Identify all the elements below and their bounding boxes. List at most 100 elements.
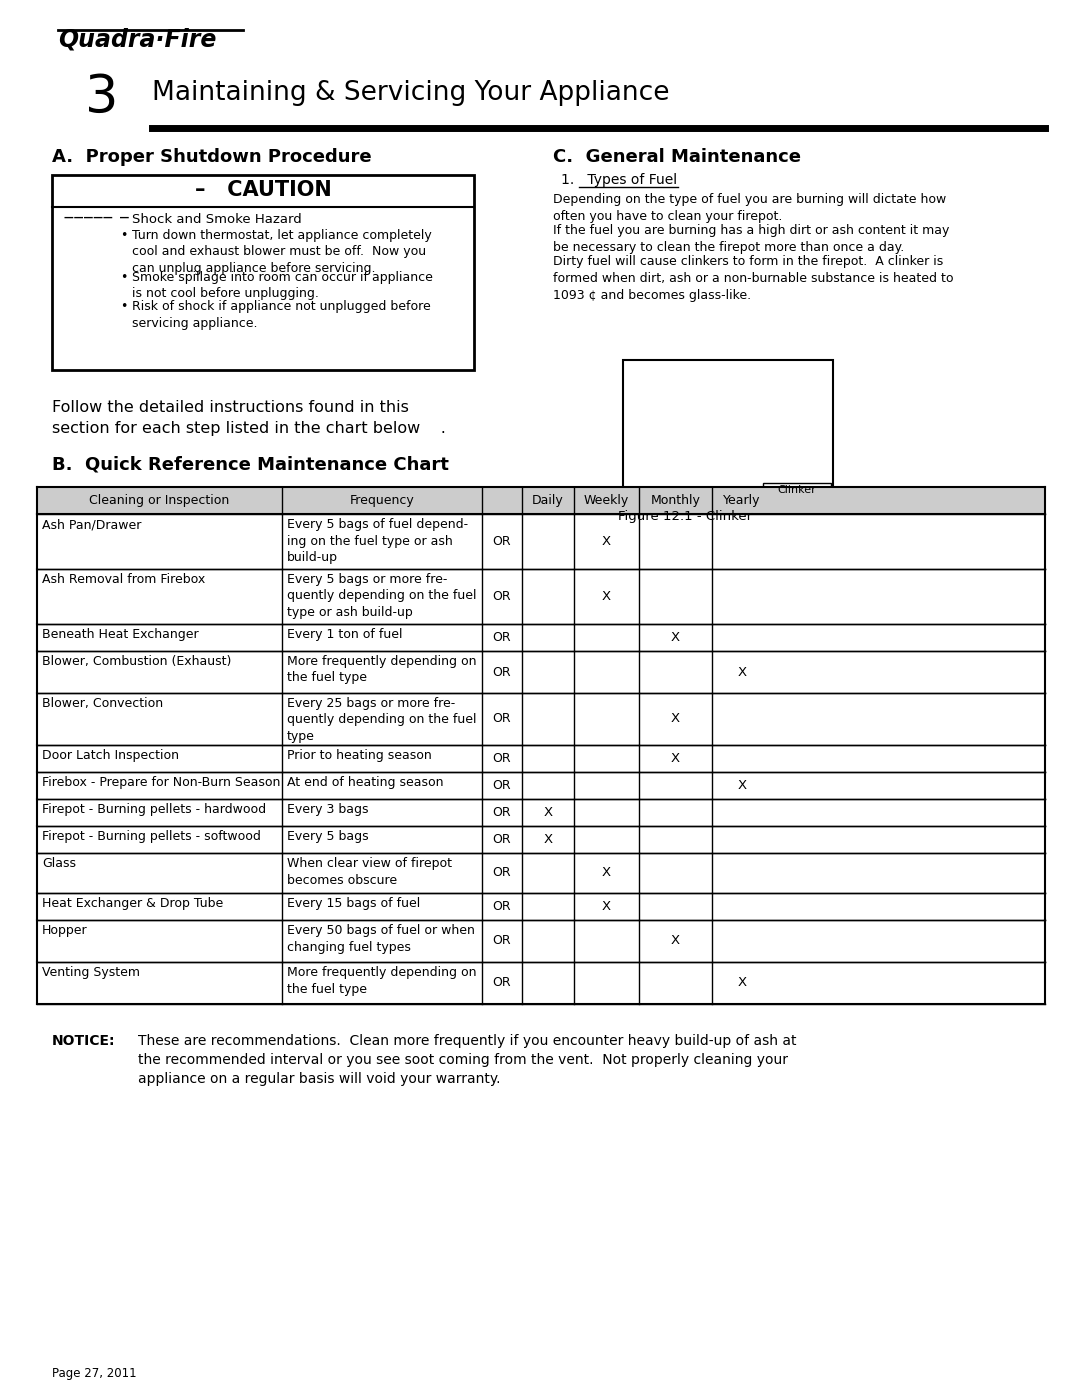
Bar <box>37 921 1045 963</box>
Text: OR: OR <box>492 833 511 847</box>
Text: Cleaning or Inspection: Cleaning or Inspection <box>90 495 230 507</box>
Bar <box>37 799 1045 826</box>
Text: If the fuel you are burning has a high dirt or ash content it may
be necessary t: If the fuel you are burning has a high d… <box>553 224 949 254</box>
Text: —————  —: ————— — <box>64 212 130 224</box>
Text: Every 3 bags: Every 3 bags <box>287 803 368 816</box>
Text: OR: OR <box>492 752 511 766</box>
Text: OR: OR <box>492 631 511 644</box>
Bar <box>37 488 1045 514</box>
Text: OR: OR <box>492 665 511 679</box>
Text: OR: OR <box>492 712 511 725</box>
Text: Yearly: Yearly <box>724 495 760 507</box>
Text: Depending on the type of fuel you are burning will dictate how
often you have to: Depending on the type of fuel you are bu… <box>553 193 946 224</box>
Text: Frequency: Frequency <box>350 495 415 507</box>
Text: Hopper: Hopper <box>42 923 87 937</box>
Bar <box>37 693 1045 745</box>
Text: Venting System: Venting System <box>42 965 140 979</box>
Bar <box>762 483 831 502</box>
Text: Every 1 ton of fuel: Every 1 ton of fuel <box>287 629 403 641</box>
Text: C.  General Maintenance: C. General Maintenance <box>553 148 801 166</box>
Text: Monthly: Monthly <box>650 495 701 507</box>
Bar <box>37 773 1045 799</box>
Text: X: X <box>543 833 553 847</box>
Text: More frequently depending on
the fuel type: More frequently depending on the fuel ty… <box>287 965 476 996</box>
Text: –   CAUTION: – CAUTION <box>194 180 332 200</box>
Text: More frequently depending on
the fuel type: More frequently depending on the fuel ty… <box>287 655 476 685</box>
Text: Every 15 bags of fuel: Every 15 bags of fuel <box>287 897 420 909</box>
Text: X: X <box>738 780 746 792</box>
Text: X: X <box>671 752 680 766</box>
Text: •: • <box>120 300 127 313</box>
Text: Clinker: Clinker <box>778 485 816 495</box>
Text: Follow the detailed instructions found in this
section for each step listed in t: Follow the detailed instructions found i… <box>52 400 446 436</box>
Text: Door Latch Inspection: Door Latch Inspection <box>42 749 179 761</box>
Text: •: • <box>120 229 127 242</box>
Text: Ash Pan/Drawer: Ash Pan/Drawer <box>42 518 141 531</box>
Text: Shock and Smoke Hazard: Shock and Smoke Hazard <box>132 212 301 226</box>
Text: Firebox - Prepare for Non-Burn Season: Firebox - Prepare for Non-Burn Season <box>42 775 281 789</box>
Bar <box>37 514 1045 569</box>
Text: X: X <box>738 665 746 679</box>
Text: •: • <box>120 271 127 284</box>
Text: OR: OR <box>492 900 511 914</box>
Text: Blower, Convection: Blower, Convection <box>42 697 163 710</box>
Text: NOTICE:: NOTICE: <box>52 1034 116 1048</box>
Text: These are recommendations.  Clean more frequently if you encounter heavy build-u: These are recommendations. Clean more fr… <box>138 1034 797 1085</box>
Text: Glass: Glass <box>42 856 76 870</box>
Text: Quadra·Fire: Quadra·Fire <box>58 28 216 52</box>
Text: X: X <box>602 535 611 548</box>
Text: Page 27, 2011: Page 27, 2011 <box>52 1368 137 1380</box>
Text: X: X <box>671 935 680 947</box>
Text: X: X <box>543 806 553 819</box>
Bar <box>37 624 1045 651</box>
Text: Every 5 bags of fuel depend-
ing on the fuel type or ash
build-up: Every 5 bags of fuel depend- ing on the … <box>287 518 468 564</box>
Text: Weekly: Weekly <box>584 495 630 507</box>
Text: X: X <box>602 590 611 604</box>
Text: X: X <box>738 977 746 989</box>
Text: X: X <box>671 631 680 644</box>
Text: 3: 3 <box>85 73 119 124</box>
Text: Every 5 bags: Every 5 bags <box>287 830 368 842</box>
Text: Heat Exchanger & Drop Tube: Heat Exchanger & Drop Tube <box>42 897 224 909</box>
Bar <box>37 745 1045 773</box>
Text: Daily: Daily <box>532 495 564 507</box>
Text: Maintaining & Servicing Your Appliance: Maintaining & Servicing Your Appliance <box>152 80 670 106</box>
Text: Firepot - Burning pellets - hardwood: Firepot - Burning pellets - hardwood <box>42 803 266 816</box>
Text: X: X <box>602 866 611 880</box>
Bar <box>37 651 1045 693</box>
Bar <box>37 826 1045 854</box>
Text: Prior to heating season: Prior to heating season <box>287 749 432 761</box>
Text: Every 5 bags or more fre-
quently depending on the fuel
type or ash build-up: Every 5 bags or more fre- quently depend… <box>287 573 476 619</box>
Bar <box>623 360 833 504</box>
Text: Ash Removal from Firebox: Ash Removal from Firebox <box>42 573 205 585</box>
Text: 1.   Types of Fuel: 1. Types of Fuel <box>561 173 677 187</box>
Text: OR: OR <box>492 935 511 947</box>
Text: B.  Quick Reference Maintenance Chart: B. Quick Reference Maintenance Chart <box>52 455 449 474</box>
Text: A.  Proper Shutdown Procedure: A. Proper Shutdown Procedure <box>52 148 372 166</box>
Text: OR: OR <box>492 535 511 548</box>
Text: OR: OR <box>492 977 511 989</box>
Text: Firepot - Burning pellets - softwood: Firepot - Burning pellets - softwood <box>42 830 261 842</box>
Text: OR: OR <box>492 780 511 792</box>
Text: Turn down thermostat, let appliance completely
cool and exhaust blower must be o: Turn down thermostat, let appliance comp… <box>132 229 432 275</box>
Bar <box>37 569 1045 624</box>
Text: OR: OR <box>492 590 511 604</box>
Text: OR: OR <box>492 866 511 880</box>
Bar <box>37 854 1045 893</box>
Text: Dirty fuel will cause clinkers to form in the firepot.  A clinker is
formed when: Dirty fuel will cause clinkers to form i… <box>553 256 954 302</box>
Text: Figure 12.1 - Clinker: Figure 12.1 - Clinker <box>618 510 752 522</box>
Text: Every 50 bags of fuel or when
changing fuel types: Every 50 bags of fuel or when changing f… <box>287 923 475 954</box>
Text: At end of heating season: At end of heating season <box>287 775 444 789</box>
Text: OR: OR <box>492 806 511 819</box>
Bar <box>37 963 1045 1004</box>
Text: Blower, Combustion (Exhaust): Blower, Combustion (Exhaust) <box>42 655 231 668</box>
Text: X: X <box>602 900 611 914</box>
Text: Beneath Heat Exchanger: Beneath Heat Exchanger <box>42 629 199 641</box>
Bar <box>37 893 1045 921</box>
Text: X: X <box>671 712 680 725</box>
Text: Risk of shock if appliance not unplugged before
servicing appliance.: Risk of shock if appliance not unplugged… <box>132 300 431 330</box>
Bar <box>52 175 474 370</box>
Text: Every 25 bags or more fre-
quently depending on the fuel
type: Every 25 bags or more fre- quently depen… <box>287 697 476 743</box>
Text: When clear view of firepot
becomes obscure: When clear view of firepot becomes obscu… <box>287 856 453 887</box>
Text: Smoke spillage into room can occur if appliance
is not cool before unplugging.: Smoke spillage into room can occur if ap… <box>132 271 433 300</box>
